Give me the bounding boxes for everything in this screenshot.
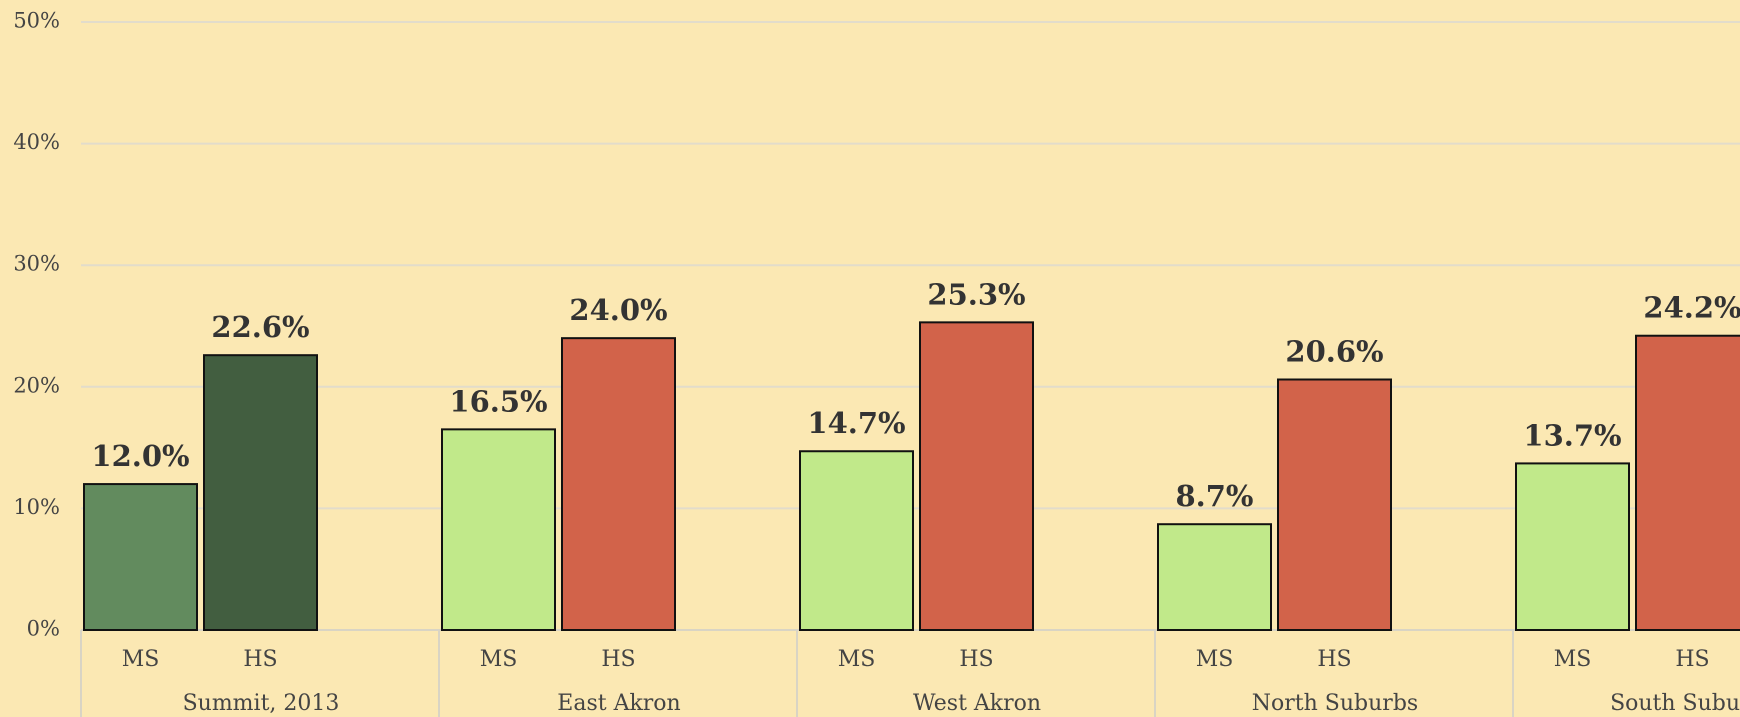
sub-category-label: HS <box>243 647 277 672</box>
bar <box>1277 378 1392 631</box>
bar <box>1157 523 1272 632</box>
y-tick-label: 0% <box>27 617 60 641</box>
y-tick-label: 50% <box>13 9 60 33</box>
sub-category-label: HS <box>959 647 993 672</box>
sub-category-label: MS <box>1196 647 1234 672</box>
value-label: 12.0% <box>91 439 189 473</box>
sub-category-label: MS <box>122 647 160 672</box>
value-label: 16.5% <box>449 384 547 418</box>
sub-category-label: MS <box>480 647 518 672</box>
value-label: 24.2% <box>1643 291 1740 325</box>
bar <box>799 450 914 631</box>
value-label: 8.7% <box>1175 479 1253 513</box>
category-label: South Suburbs <box>1610 691 1740 716</box>
sub-category-label: HS <box>1675 647 1709 672</box>
bar <box>441 428 556 631</box>
value-label: 13.7% <box>1523 418 1621 452</box>
bar <box>203 354 318 631</box>
value-label: 24.0% <box>569 293 667 327</box>
bar <box>1635 334 1740 631</box>
sub-category-label: MS <box>1554 647 1592 672</box>
bar <box>919 321 1034 631</box>
value-label: 14.7% <box>807 406 905 440</box>
category-label: Summit, 2013 <box>183 691 340 716</box>
y-tick-label: 30% <box>13 252 60 276</box>
bar <box>83 483 198 631</box>
y-tick-label: 40% <box>13 130 60 154</box>
value-label: 25.3% <box>927 277 1025 311</box>
y-tick-label: 10% <box>13 495 60 519</box>
bar <box>1515 462 1630 631</box>
sub-category-label: HS <box>601 647 635 672</box>
bar <box>561 337 676 631</box>
sub-category-label: HS <box>1317 647 1351 672</box>
value-label: 20.6% <box>1285 335 1383 369</box>
category-label: West Akron <box>913 691 1041 716</box>
category-label: East Akron <box>557 691 680 716</box>
sub-category-label: MS <box>838 647 876 672</box>
category-label: North Suburbs <box>1252 691 1418 716</box>
y-tick-label: 20% <box>13 373 60 397</box>
value-label: 22.6% <box>211 310 309 344</box>
